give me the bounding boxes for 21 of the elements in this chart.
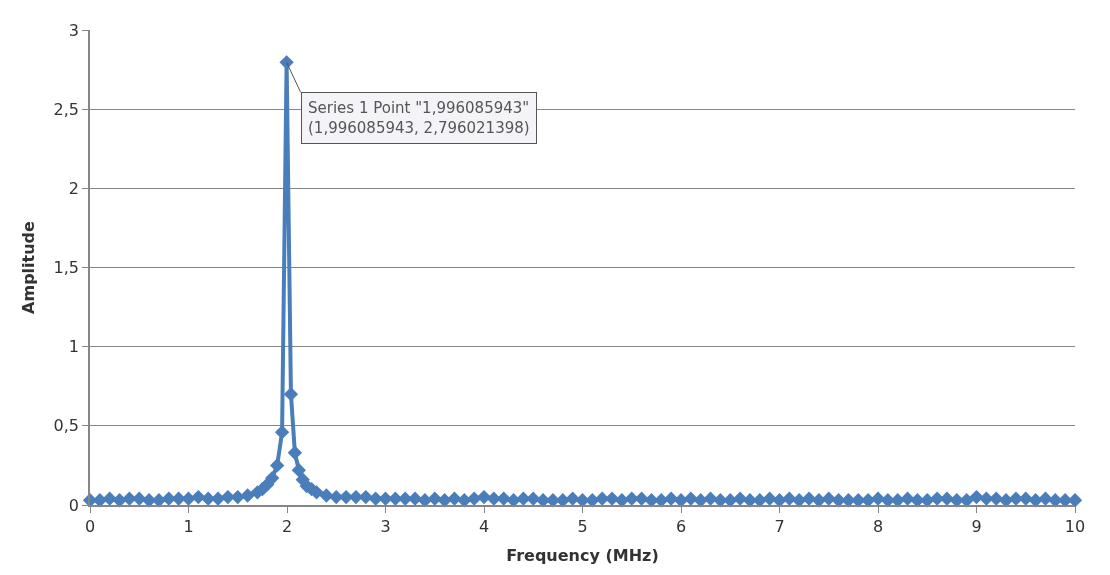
y-tick-label: 1 xyxy=(68,337,80,357)
x-tick-label: 9 xyxy=(971,516,982,536)
x-tick-label: 6 xyxy=(675,516,687,536)
x-tick-label: 4 xyxy=(478,516,490,536)
y-tick-label: 3 xyxy=(68,20,80,40)
x-tick-label: 5 xyxy=(577,516,588,536)
annotation: Series 1 Point "1,996085943" (1,996085943, 2,796021398) xyxy=(308,99,530,137)
y-tick-label: 2 xyxy=(68,178,80,198)
x-tick-label: 7 xyxy=(774,516,785,536)
y-tick-label: 0 xyxy=(68,495,80,515)
x-tick-label: 0 xyxy=(84,516,96,536)
x-tick-label: 2 xyxy=(281,516,293,536)
y-tick-label: 2,5 xyxy=(53,99,80,119)
y-tick-label: 1,5 xyxy=(53,258,80,278)
x-tick-label: 10 xyxy=(1064,516,1086,536)
x-axis-title: Frequency (MHz) xyxy=(506,546,659,566)
y-axis-title: Amplitude xyxy=(19,220,38,314)
y-tick-label: 0,5 xyxy=(53,416,80,436)
x-tick-label: 8 xyxy=(872,516,884,536)
x-tick-label: 1 xyxy=(183,516,194,536)
x-tick-label: 3 xyxy=(380,516,391,536)
